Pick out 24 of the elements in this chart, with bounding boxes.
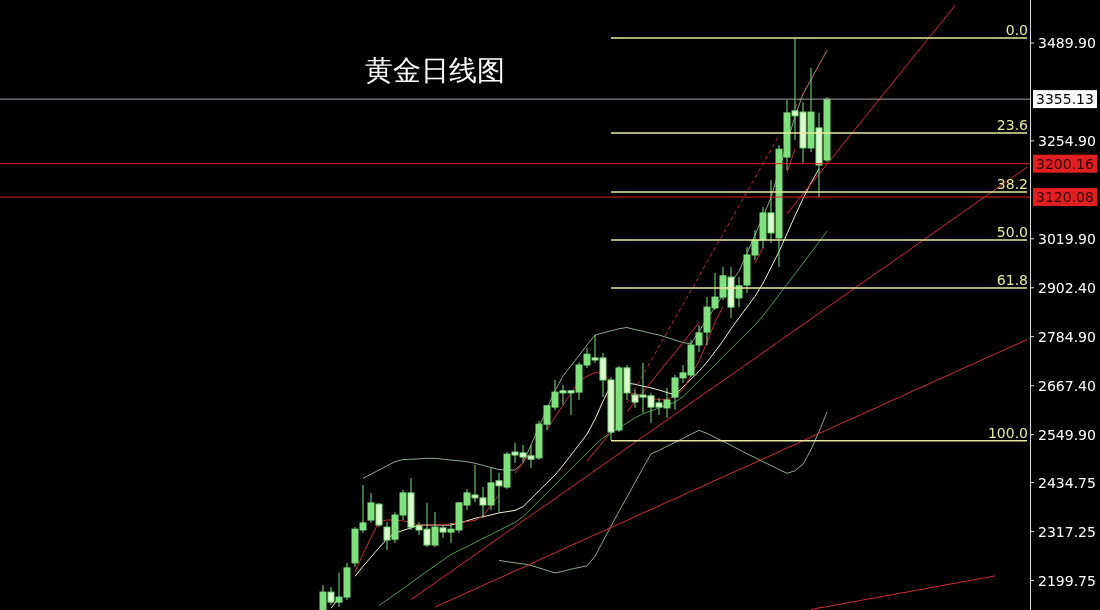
y-tick-label: 2667.40 [1038,377,1096,394]
series-label: 23.6 [996,116,1029,133]
series-label: 100.0 [987,424,1028,441]
y-tick-label: 2317.25 [1038,523,1096,540]
ref-line-label: 3200.16 [1036,155,1094,172]
y-tick-label: 3019.90 [1038,230,1096,247]
y-tick-label: 2902.40 [1038,279,1096,296]
line-series [434,339,1028,608]
y-tick-label: 2199.75 [1038,572,1096,589]
ref-line-label: 3120.08 [1036,189,1094,206]
series-label: 0.0 [1005,21,1028,38]
series-label: 61.8 [996,271,1028,288]
text: 黄金日线图 [365,54,505,87]
line-series [378,230,828,606]
ref-line-label: 3355.13 [1036,91,1094,108]
y-tick-label: 2434.75 [1038,474,1096,491]
line-series [810,575,996,610]
line-series [410,166,1028,601]
y-tick-label: 2549.90 [1038,426,1096,443]
y-tick-label: 2784.90 [1038,328,1096,345]
series-label: 50.0 [996,224,1028,240]
y-tick-label: 3254.90 [1038,132,1096,149]
line-series [498,411,828,574]
y-tick-label: 3489.90 [1038,34,1096,51]
